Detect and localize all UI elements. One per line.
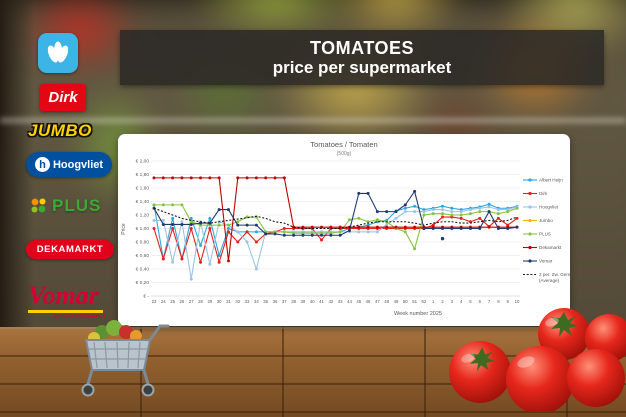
dirk-logo-text: Dirk bbox=[48, 89, 78, 106]
svg-text:44: 44 bbox=[347, 299, 352, 304]
plus-logo-text: PLUS bbox=[52, 196, 102, 215]
svg-text:38: 38 bbox=[291, 299, 296, 304]
shopping-cart-image bbox=[64, 318, 172, 411]
hoogvliet-logo: h Hoogvliet bbox=[26, 152, 112, 177]
banner-subtitle: price per supermarket bbox=[272, 57, 452, 77]
series-hoogvliet bbox=[152, 205, 519, 281]
svg-text:7: 7 bbox=[488, 299, 491, 304]
svg-text:45: 45 bbox=[356, 299, 361, 304]
svg-text:36: 36 bbox=[273, 299, 278, 304]
svg-text:30: 30 bbox=[217, 299, 222, 304]
svg-text:29: 29 bbox=[207, 299, 212, 304]
svg-text:€ 1,00: € 1,00 bbox=[136, 226, 150, 232]
chart-subtitle: (500g) bbox=[337, 151, 352, 157]
hoogvliet-logo-text: Hoogvliet bbox=[52, 158, 104, 171]
svg-text:52: 52 bbox=[422, 299, 427, 304]
price-line-chart: Tomatoes / Tomaten (500g) Price Week number… bbox=[121, 140, 570, 317]
svg-text:34: 34 bbox=[254, 299, 259, 304]
y-axis-tick-labels: € 2,00 € 1,80 € 1,60 € 1,40 € 1,20 € 1,00 € 0,… bbox=[136, 159, 150, 300]
svg-text:€ 1,20: € 1,20 bbox=[136, 213, 150, 219]
svg-text:25: 25 bbox=[170, 299, 175, 304]
svg-text:Albert Heijn: Albert Heijn bbox=[539, 178, 563, 183]
svg-text:PLUS: PLUS bbox=[539, 232, 551, 237]
vomar-logo-text: Vomar bbox=[28, 283, 103, 313]
svg-text:€ 0,60: € 0,60 bbox=[136, 253, 150, 259]
vomar-logo: Vomar Voordeelmarkt bbox=[28, 283, 106, 320]
svg-text:46: 46 bbox=[366, 299, 371, 304]
svg-text:43: 43 bbox=[338, 299, 343, 304]
albert-heijn-logo-emblem bbox=[47, 41, 69, 63]
svg-text:€ 0,20: € 0,20 bbox=[136, 280, 150, 286]
dekamarkt-logo: DEKAMARKT bbox=[26, 240, 114, 259]
x-axis-title: Week number 2025 bbox=[394, 311, 442, 317]
svg-text:49: 49 bbox=[394, 299, 399, 304]
svg-text:28: 28 bbox=[198, 299, 203, 304]
svg-text:48: 48 bbox=[384, 299, 389, 304]
svg-text:2: 2 bbox=[441, 299, 444, 304]
title-banner: TOMATOES price per supermarket bbox=[120, 30, 604, 85]
svg-text:Dekamarkt: Dekamarkt bbox=[539, 245, 562, 250]
svg-text:33: 33 bbox=[245, 299, 250, 304]
albert-heijn-logo bbox=[38, 33, 78, 73]
banner-title: TOMATOES bbox=[309, 37, 414, 58]
svg-text:€ 1,40: € 1,40 bbox=[136, 199, 150, 205]
dekamarkt-logo-text: DEKAMARKT bbox=[36, 244, 104, 255]
svg-text:Vomar: Vomar bbox=[539, 259, 553, 264]
svg-text:5: 5 bbox=[469, 299, 472, 304]
y-axis-title: Price bbox=[121, 223, 127, 235]
svg-text:37: 37 bbox=[282, 299, 287, 304]
series-2-per-zw-gem-average- bbox=[153, 207, 518, 230]
svg-text:€ 1,80: € 1,80 bbox=[136, 172, 150, 178]
svg-text:39: 39 bbox=[301, 299, 306, 304]
svg-text:4: 4 bbox=[460, 299, 463, 304]
vomar-logo-subtext: Voordeelmarkt bbox=[54, 313, 106, 320]
svg-text:51: 51 bbox=[412, 299, 417, 304]
svg-text:24: 24 bbox=[161, 299, 166, 304]
svg-text:Jumbo: Jumbo bbox=[539, 218, 553, 223]
svg-text:3: 3 bbox=[451, 299, 454, 304]
jumbo-logo: JUMBO bbox=[28, 121, 92, 141]
chart-legend: Albert Heijn Dirk Hoogvliet Jumbo PLUS Dekama… bbox=[523, 178, 570, 283]
plus-logo-dots-icon bbox=[31, 198, 46, 213]
svg-text:€ 2,00: € 2,00 bbox=[136, 159, 150, 165]
svg-text:6: 6 bbox=[479, 299, 482, 304]
svg-text:€ 1,60: € 1,60 bbox=[136, 186, 150, 192]
x-axis-tick-labels: 23 24 25 26 27 28 29 30 31 32 33 34 35 36 37 38 39 40 41 42… bbox=[152, 299, 520, 304]
svg-text:8: 8 bbox=[497, 299, 500, 304]
price-chart-card: Tomatoes / Tomaten (500g) Price Week number… bbox=[118, 134, 570, 326]
svg-text:Hoogvliet: Hoogvliet bbox=[539, 205, 559, 210]
tomatoes-image bbox=[436, 300, 626, 417]
svg-text:€ 0,40: € 0,40 bbox=[136, 267, 150, 273]
svg-text:2 per. Zw. Gem.: 2 per. Zw. Gem. bbox=[539, 272, 570, 277]
hoogvliet-logo-h-icon: h bbox=[34, 157, 50, 172]
svg-text:€ -: € - bbox=[143, 294, 149, 300]
svg-text:(Average): (Average) bbox=[539, 278, 560, 283]
outlier-point bbox=[440, 236, 445, 241]
svg-text:23: 23 bbox=[152, 299, 157, 304]
svg-text:50: 50 bbox=[403, 299, 408, 304]
svg-text:35: 35 bbox=[263, 299, 268, 304]
series-vomar bbox=[152, 189, 519, 237]
svg-text:42: 42 bbox=[328, 299, 333, 304]
svg-text:40: 40 bbox=[310, 299, 315, 304]
svg-text:41: 41 bbox=[319, 299, 324, 304]
svg-text:27: 27 bbox=[189, 299, 194, 304]
svg-text:31: 31 bbox=[226, 299, 231, 304]
plus-logo: PLUS bbox=[30, 196, 101, 216]
svg-text:1: 1 bbox=[432, 299, 435, 304]
svg-text:Dirk: Dirk bbox=[539, 191, 548, 196]
svg-text:10: 10 bbox=[515, 299, 520, 304]
svg-text:47: 47 bbox=[375, 299, 380, 304]
dirk-logo: Dirk bbox=[40, 84, 86, 111]
jumbo-logo-text: JUMBO bbox=[28, 121, 92, 140]
chart-title: Tomatoes / Tomaten bbox=[310, 140, 377, 149]
svg-text:€ 0,80: € 0,80 bbox=[136, 240, 150, 246]
svg-text:9: 9 bbox=[506, 299, 509, 304]
svg-text:32: 32 bbox=[235, 299, 240, 304]
svg-text:26: 26 bbox=[180, 299, 185, 304]
